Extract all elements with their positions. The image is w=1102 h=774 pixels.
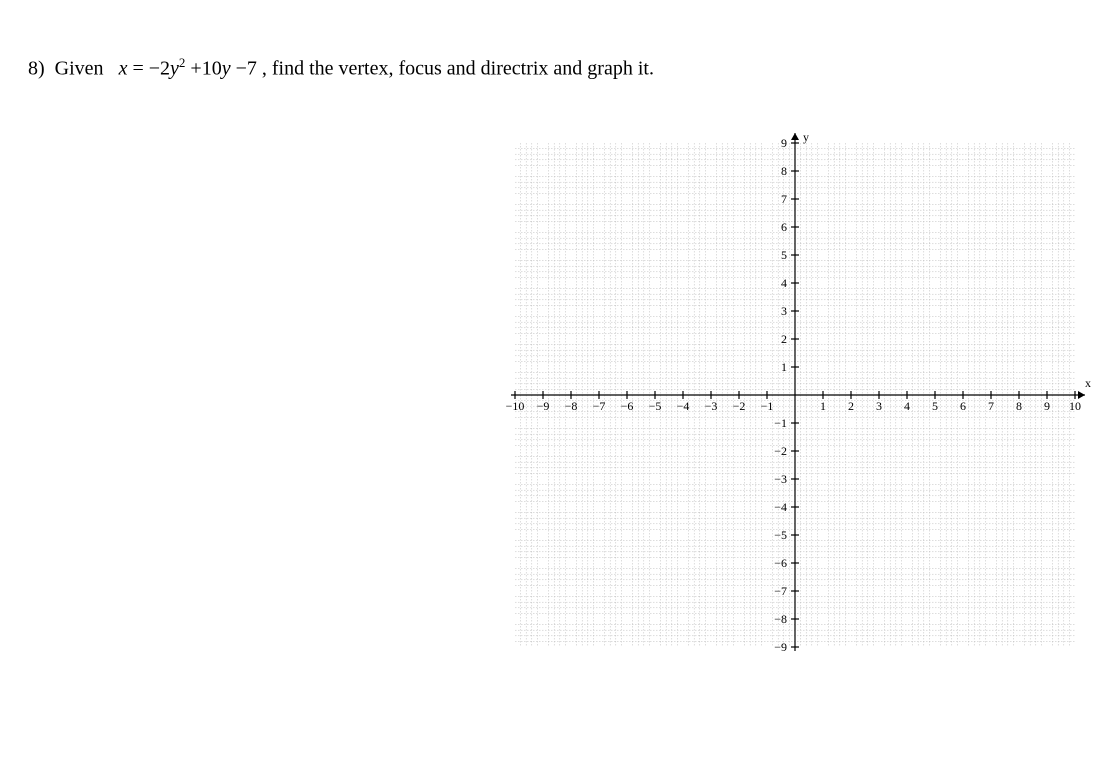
svg-text:1: 1 [820, 399, 826, 413]
eq-const: 7 [247, 58, 257, 80]
svg-text:x: x [1085, 376, 1091, 390]
coordinate-grid: −10 −9 −8 −7 −6 −5 −4 −3 −2 −1 1 2 3 4 5 6 7 8 9 10 −9 −8 −7 −6… [505, 115, 1080, 675]
svg-text:4: 4 [781, 276, 787, 290]
svg-text:−9: −9 [774, 640, 787, 654]
svg-text:5: 5 [781, 248, 787, 262]
svg-text:−2: −2 [733, 399, 746, 413]
svg-text:−10: −10 [506, 399, 525, 413]
eq-y2: y [222, 58, 231, 80]
question-number: 8) [28, 58, 45, 80]
svg-text:−2: −2 [774, 444, 787, 458]
eq-c1: 2 [160, 58, 170, 80]
eq-exp: 2 [179, 55, 186, 70]
question-suffix: , find the vertex, focus and directrix a… [257, 58, 654, 80]
eq-var: x [119, 58, 128, 80]
svg-text:10: 10 [1069, 399, 1081, 413]
svg-text:−8: −8 [774, 612, 787, 626]
eq-neg: − [149, 58, 160, 80]
svg-text:3: 3 [876, 399, 882, 413]
question-text: 8) Given x = −2y2 +10y −7 , find the ver… [28, 55, 654, 81]
svg-text:9: 9 [781, 136, 787, 150]
svg-text:3: 3 [781, 304, 787, 318]
eq-minus: − [236, 58, 247, 80]
svg-text:−7: −7 [774, 584, 787, 598]
svg-text:y: y [803, 130, 809, 144]
svg-text:−1: −1 [761, 399, 774, 413]
svg-text:6: 6 [960, 399, 966, 413]
svg-text:−4: −4 [677, 399, 690, 413]
svg-text:7: 7 [781, 192, 787, 206]
svg-text:7: 7 [988, 399, 994, 413]
eq-c2: 10 [202, 58, 222, 80]
svg-text:8: 8 [1016, 399, 1022, 413]
eq-eq: = [132, 58, 143, 80]
eq-plus: + [190, 58, 201, 80]
svg-text:−7: −7 [593, 399, 606, 413]
svg-text:2: 2 [781, 332, 787, 346]
svg-text:9: 9 [1044, 399, 1050, 413]
question-prefix: Given [55, 58, 104, 80]
svg-text:5: 5 [932, 399, 938, 413]
svg-text:4: 4 [904, 399, 910, 413]
svg-text:1: 1 [781, 360, 787, 374]
svg-text:−9: −9 [537, 399, 550, 413]
eq-y1: y [170, 58, 179, 80]
svg-text:−5: −5 [774, 528, 787, 542]
svg-text:−6: −6 [774, 556, 787, 570]
svg-text:−3: −3 [705, 399, 718, 413]
svg-text:8: 8 [781, 164, 787, 178]
svg-text:−4: −4 [774, 500, 787, 514]
svg-text:−3: −3 [774, 472, 787, 486]
svg-text:−1: −1 [774, 416, 787, 430]
svg-text:2: 2 [848, 399, 854, 413]
svg-text:6: 6 [781, 220, 787, 234]
svg-text:−5: −5 [649, 399, 662, 413]
svg-text:−6: −6 [621, 399, 634, 413]
svg-text:−8: −8 [565, 399, 578, 413]
